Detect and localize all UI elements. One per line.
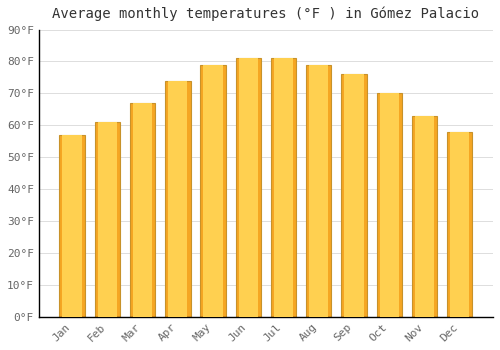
Bar	[271, 58, 296, 317]
Bar	[168, 80, 188, 317]
Bar	[376, 93, 402, 317]
Bar	[309, 65, 328, 317]
Bar	[130, 103, 156, 317]
Bar	[380, 93, 399, 317]
Bar	[236, 58, 261, 317]
Bar	[62, 135, 82, 317]
Bar	[60, 135, 85, 317]
Bar	[98, 122, 117, 317]
Bar	[94, 122, 120, 317]
Bar	[165, 80, 190, 317]
Bar	[306, 65, 332, 317]
Bar	[447, 132, 472, 317]
Bar	[204, 65, 223, 317]
Bar	[133, 103, 152, 317]
Bar	[200, 65, 226, 317]
Title: Average monthly temperatures (°F ) in Gómez Palacio: Average monthly temperatures (°F ) in Gó…	[52, 7, 480, 21]
Bar	[450, 132, 469, 317]
Bar	[274, 58, 293, 317]
Bar	[415, 116, 434, 317]
Bar	[238, 58, 258, 317]
Bar	[412, 116, 437, 317]
Bar	[342, 74, 366, 317]
Bar	[344, 74, 364, 317]
